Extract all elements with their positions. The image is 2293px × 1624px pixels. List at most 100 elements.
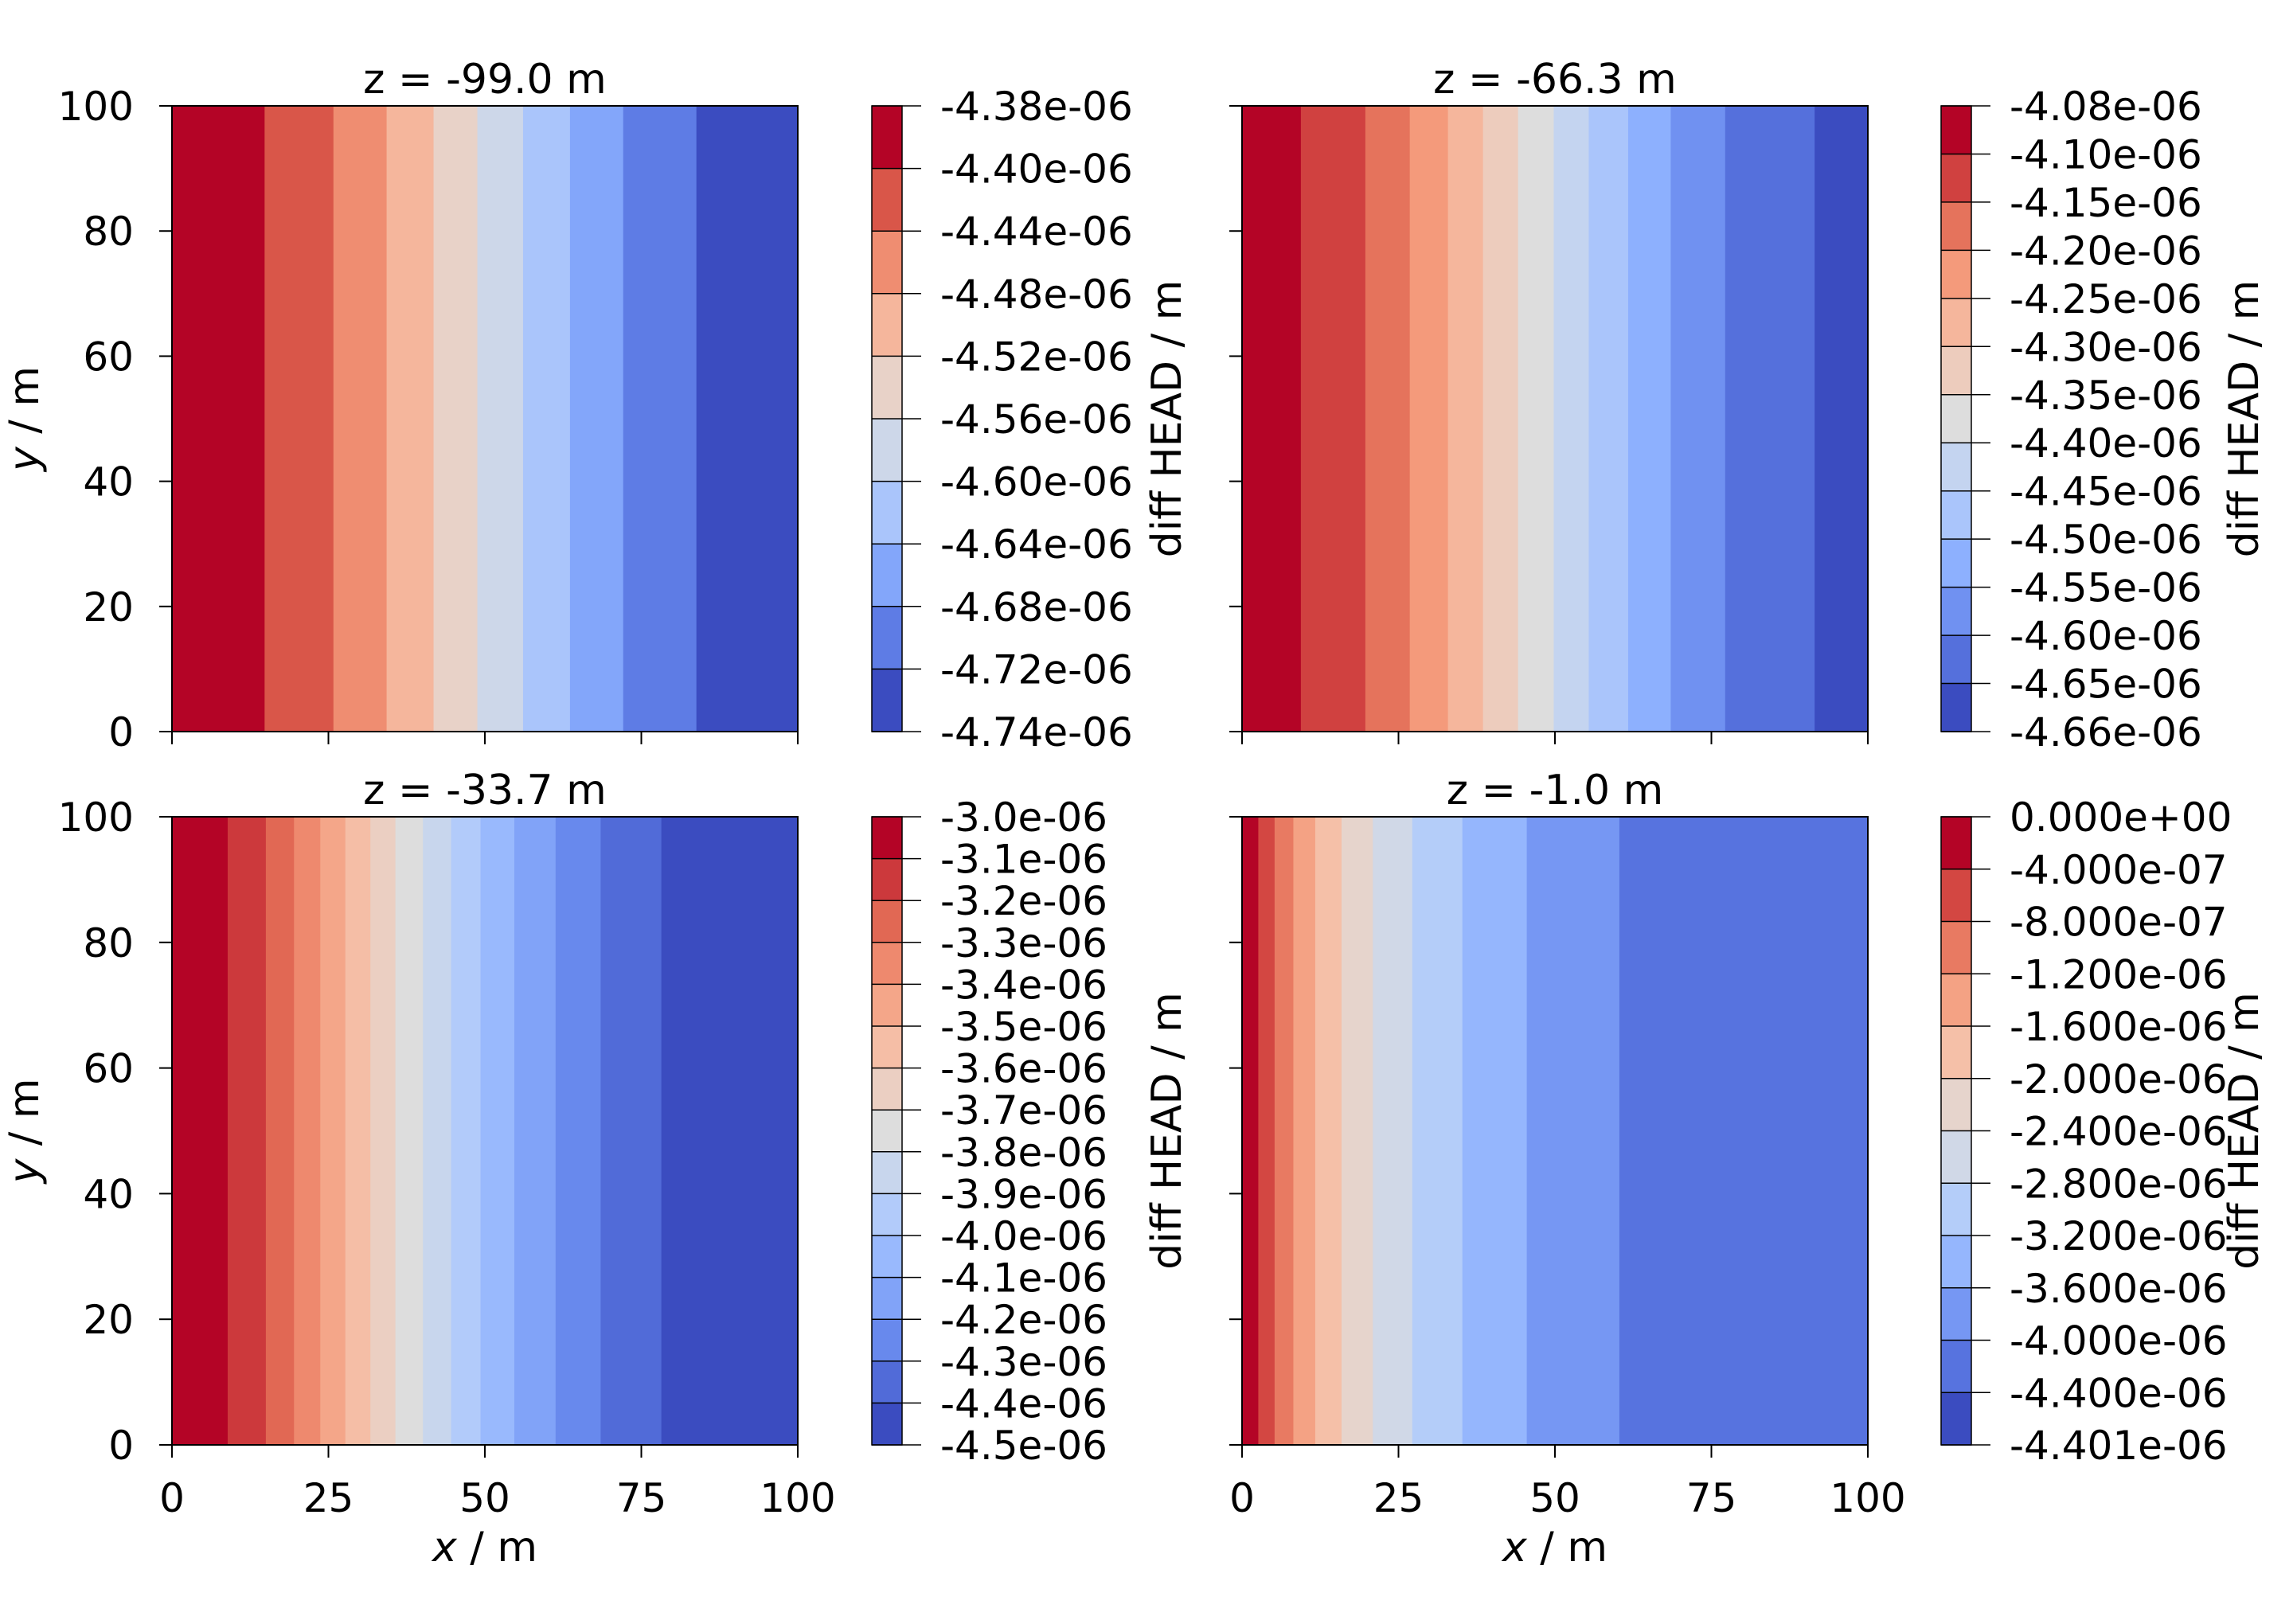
- colorbar-tick-label: -4.000e-07: [2010, 847, 2228, 893]
- colorbar-band: [872, 106, 902, 170]
- colorbar-tick-label: -4.25e-06: [2010, 276, 2202, 322]
- contour-band: [172, 817, 229, 1445]
- colorbar-tick-label: -4.45e-06: [2010, 469, 2202, 515]
- colorbar-band: [872, 1193, 902, 1236]
- colorbar-tick-label: -3.8e-06: [940, 1130, 1107, 1176]
- contour-band: [1619, 817, 1869, 1445]
- colorbar: -4.08e-06-4.10e-06-4.15e-06-4.20e-06-4.2…: [1940, 84, 2268, 755]
- x-axis-label-unit: / m: [1527, 1524, 1607, 1571]
- contour-band: [294, 817, 322, 1445]
- contour-band: [1627, 106, 1672, 732]
- y-tick-label: 60: [83, 1046, 134, 1092]
- colorbar-band: [872, 606, 902, 670]
- contour-band: [696, 106, 799, 732]
- contour-band: [1482, 106, 1519, 732]
- contour-band: [1293, 817, 1316, 1445]
- colorbar-band: [1941, 539, 1971, 588]
- colorbar-band: [1941, 1236, 1971, 1289]
- colorbar-label: diff HEAD / m: [1143, 992, 1191, 1270]
- x-tick-label: 75: [1686, 1475, 1737, 1521]
- x-tick-label: 25: [1373, 1475, 1424, 1521]
- colorbar-band: [1941, 869, 1971, 923]
- contour-band: [433, 106, 479, 732]
- contour-band: [661, 817, 799, 1445]
- contour-band: [265, 817, 295, 1445]
- x-tick-label: 0: [159, 1475, 185, 1521]
- colorbar-band: [872, 984, 902, 1027]
- colorbar-tick-label: -4.400e-06: [2010, 1370, 2228, 1416]
- y-axis-label-unit: / m: [1, 366, 49, 447]
- colorbar-tick-label: -4.38e-06: [940, 84, 1133, 130]
- contour-band: [1373, 817, 1413, 1445]
- x-tick-label: 100: [760, 1475, 835, 1521]
- colorbar-tick-label: -3.0e-06: [940, 794, 1107, 841]
- colorbar-tick-label: -4.4e-06: [940, 1380, 1107, 1427]
- x-tick-label: 25: [303, 1475, 354, 1521]
- colorbar-band: [872, 1026, 902, 1069]
- colorbar-band: [1941, 490, 1971, 540]
- colorbar-tick-label: -4.68e-06: [940, 584, 1133, 630]
- y-tick-label: 80: [83, 209, 134, 255]
- colorbar-tick-label: -4.15e-06: [2010, 180, 2202, 226]
- colorbar-band: [1941, 683, 1971, 732]
- contour-band: [386, 106, 435, 732]
- contour-band: [1670, 106, 1726, 732]
- contour-band: [522, 106, 571, 732]
- x-axis-label-var: x: [431, 1524, 458, 1571]
- contour-band: [480, 817, 515, 1445]
- colorbar-tick-label: -4.66e-06: [2010, 709, 2202, 755]
- colorbar-tick-label: -2.400e-06: [2010, 1109, 2228, 1155]
- colorbar-band: [1941, 1130, 1971, 1185]
- contour-band: [1274, 817, 1295, 1445]
- colorbar-tick-label: -4.64e-06: [940, 521, 1133, 568]
- colorbar-band: [872, 168, 902, 232]
- colorbar-band: [872, 544, 902, 607]
- colorbar: -3.0e-06-3.1e-06-3.2e-06-3.3e-06-3.4e-06…: [871, 794, 1191, 1469]
- y-axis-label: y / m: [1, 1078, 49, 1185]
- contour-band: [1588, 106, 1629, 732]
- colorbar-band: [1941, 346, 1971, 396]
- panel-title: z = -66.3 m: [1433, 56, 1677, 103]
- colorbar-tick-label: -4.60e-06: [2010, 613, 2202, 659]
- colorbar-tick-label: -1.600e-06: [2010, 1004, 2228, 1050]
- y-tick-label: 80: [83, 920, 134, 966]
- colorbar: 0.000e+00 -4.000e-07 -8.000e-07 -1.200e-06 -…: [1940, 794, 2268, 1469]
- colorbar-tick-label: -4.10e-06: [2010, 131, 2202, 178]
- colorbar-tick-label: -8.000e-07: [2010, 900, 2228, 946]
- colorbar-band: [872, 1110, 902, 1153]
- colorbar-band: [872, 900, 902, 943]
- colorbar-tick-label: -3.1e-06: [940, 837, 1107, 883]
- colorbar-band: [872, 942, 902, 986]
- colorbar-tick-label: -3.3e-06: [940, 920, 1107, 966]
- colorbar-band: [872, 1151, 902, 1195]
- colorbar-band: [872, 293, 902, 357]
- panel-title: z = -1.0 m: [1447, 767, 1664, 814]
- y-tick-label: 0: [108, 1423, 134, 1469]
- colorbar-tick-label: -4.0e-06: [940, 1213, 1107, 1259]
- colorbar-tick-label: -4.1e-06: [940, 1255, 1107, 1302]
- colorbar-band: [1941, 394, 1971, 444]
- x-axis-label-var: x: [1501, 1524, 1528, 1571]
- y-axis-label-unit: / m: [1, 1078, 49, 1158]
- colorbar-tick-label: -3.600e-06: [2010, 1266, 2228, 1312]
- contour-band: [1518, 106, 1555, 732]
- colorbar-band: [1941, 298, 1971, 348]
- contour-band: [1814, 106, 1869, 732]
- contour-band: [1258, 817, 1275, 1445]
- colorbar-band: [1941, 817, 1971, 870]
- colorbar-band: [1941, 921, 1971, 975]
- x-axis-label: x / m: [431, 1524, 537, 1571]
- colorbar-tick-label: -4.44e-06: [940, 209, 1133, 255]
- colorbar-tick-label: -4.5e-06: [940, 1423, 1107, 1469]
- colorbar-tick-label: -4.40e-06: [940, 146, 1133, 193]
- colorbar: -4.38e-06 -4.40e-06 -4.44e-06 -4.48e-06 -4.5…: [871, 84, 1191, 755]
- colorbar-band: [1941, 587, 1971, 636]
- colorbar-band: [872, 481, 902, 545]
- colorbar-band: [872, 669, 902, 732]
- colorbar-tick-label: -4.52e-06: [940, 334, 1133, 380]
- colorbar-band: [872, 817, 902, 860]
- contour-band: [451, 817, 482, 1445]
- contour-band: [1526, 817, 1620, 1445]
